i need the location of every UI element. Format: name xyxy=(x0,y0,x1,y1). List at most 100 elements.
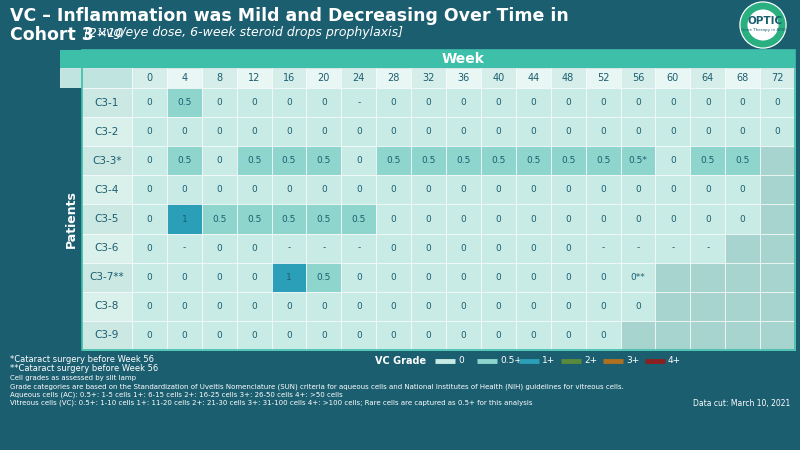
Bar xyxy=(550,68,586,88)
Text: 0: 0 xyxy=(566,273,571,282)
Bar xyxy=(586,204,621,234)
Bar xyxy=(550,321,586,350)
Bar xyxy=(411,117,446,146)
Bar xyxy=(655,146,690,176)
Text: 0: 0 xyxy=(182,127,187,136)
Bar xyxy=(342,176,376,204)
Bar xyxy=(411,88,446,117)
Bar xyxy=(202,68,237,88)
Text: 32: 32 xyxy=(422,73,434,83)
Bar xyxy=(167,117,202,146)
Text: Data cut: March 10, 2021: Data cut: March 10, 2021 xyxy=(693,399,790,408)
Bar xyxy=(516,117,550,146)
Bar xyxy=(202,117,237,146)
Text: 68: 68 xyxy=(737,73,749,83)
Bar xyxy=(167,234,202,263)
Bar xyxy=(481,117,516,146)
Text: 0: 0 xyxy=(495,98,502,107)
Text: *Cataract surgery before Week 56: *Cataract surgery before Week 56 xyxy=(10,355,154,364)
Text: 0.5: 0.5 xyxy=(317,156,331,165)
Bar xyxy=(202,321,237,350)
Bar xyxy=(655,234,690,263)
Bar xyxy=(516,292,550,321)
Bar xyxy=(446,234,481,263)
Text: C3-8: C3-8 xyxy=(95,302,119,311)
Bar xyxy=(237,204,271,234)
Bar xyxy=(411,292,446,321)
Text: 0: 0 xyxy=(600,98,606,107)
Text: 12: 12 xyxy=(248,73,260,83)
Bar xyxy=(306,146,342,176)
Bar xyxy=(621,234,655,263)
Text: 0: 0 xyxy=(391,273,397,282)
Bar xyxy=(726,292,760,321)
Bar xyxy=(411,68,446,88)
Bar xyxy=(202,176,237,204)
Bar xyxy=(202,146,237,176)
Text: 0: 0 xyxy=(391,185,397,194)
Bar xyxy=(446,117,481,146)
Text: 36: 36 xyxy=(458,73,470,83)
Bar xyxy=(202,204,237,234)
Text: -: - xyxy=(182,243,186,252)
Text: 0: 0 xyxy=(566,331,571,340)
Bar xyxy=(306,176,342,204)
Text: 0: 0 xyxy=(705,127,710,136)
Text: -: - xyxy=(357,243,361,252)
Bar xyxy=(202,234,237,263)
Bar xyxy=(167,263,202,292)
Text: 0.5*: 0.5* xyxy=(629,156,647,165)
Text: 0: 0 xyxy=(635,185,641,194)
Text: 0: 0 xyxy=(566,127,571,136)
Bar xyxy=(132,146,167,176)
Text: 0: 0 xyxy=(495,127,502,136)
Text: 0: 0 xyxy=(635,98,641,107)
Bar xyxy=(306,234,342,263)
Bar xyxy=(376,292,411,321)
Text: 0: 0 xyxy=(530,302,536,311)
Bar xyxy=(655,263,690,292)
Text: 0.5: 0.5 xyxy=(456,156,470,165)
Text: 1: 1 xyxy=(286,273,292,282)
Text: 0: 0 xyxy=(286,98,292,107)
Bar xyxy=(82,292,132,321)
Text: 0: 0 xyxy=(740,215,746,224)
Bar xyxy=(690,176,726,204)
Text: 0: 0 xyxy=(146,243,152,252)
Text: 0.5: 0.5 xyxy=(386,156,401,165)
Text: 0: 0 xyxy=(391,215,397,224)
Text: 0: 0 xyxy=(600,127,606,136)
Bar xyxy=(376,68,411,88)
Bar xyxy=(306,321,342,350)
Bar xyxy=(82,204,132,234)
Text: 0: 0 xyxy=(461,243,466,252)
Text: 0: 0 xyxy=(495,215,502,224)
Text: 0: 0 xyxy=(426,98,431,107)
Text: 0: 0 xyxy=(566,215,571,224)
Text: 0: 0 xyxy=(146,273,152,282)
Bar xyxy=(237,117,271,146)
Bar xyxy=(690,68,726,88)
Text: 0: 0 xyxy=(426,215,431,224)
Bar xyxy=(202,88,237,117)
Text: 0: 0 xyxy=(251,98,257,107)
Bar xyxy=(621,68,655,88)
Text: 0: 0 xyxy=(461,273,466,282)
Text: 0: 0 xyxy=(321,185,326,194)
Text: 0.5: 0.5 xyxy=(561,156,575,165)
Text: 0: 0 xyxy=(774,98,781,107)
Text: 0: 0 xyxy=(740,98,746,107)
Bar xyxy=(690,234,726,263)
Bar xyxy=(82,176,132,204)
Bar xyxy=(621,117,655,146)
Text: 0: 0 xyxy=(566,302,571,311)
Bar xyxy=(82,263,132,292)
Bar xyxy=(60,68,132,88)
Text: 0: 0 xyxy=(216,302,222,311)
Text: 0: 0 xyxy=(495,185,502,194)
Bar xyxy=(586,117,621,146)
Text: -: - xyxy=(287,243,290,252)
Text: 0.5: 0.5 xyxy=(247,156,262,165)
Text: -: - xyxy=(322,243,326,252)
Bar xyxy=(726,263,760,292)
